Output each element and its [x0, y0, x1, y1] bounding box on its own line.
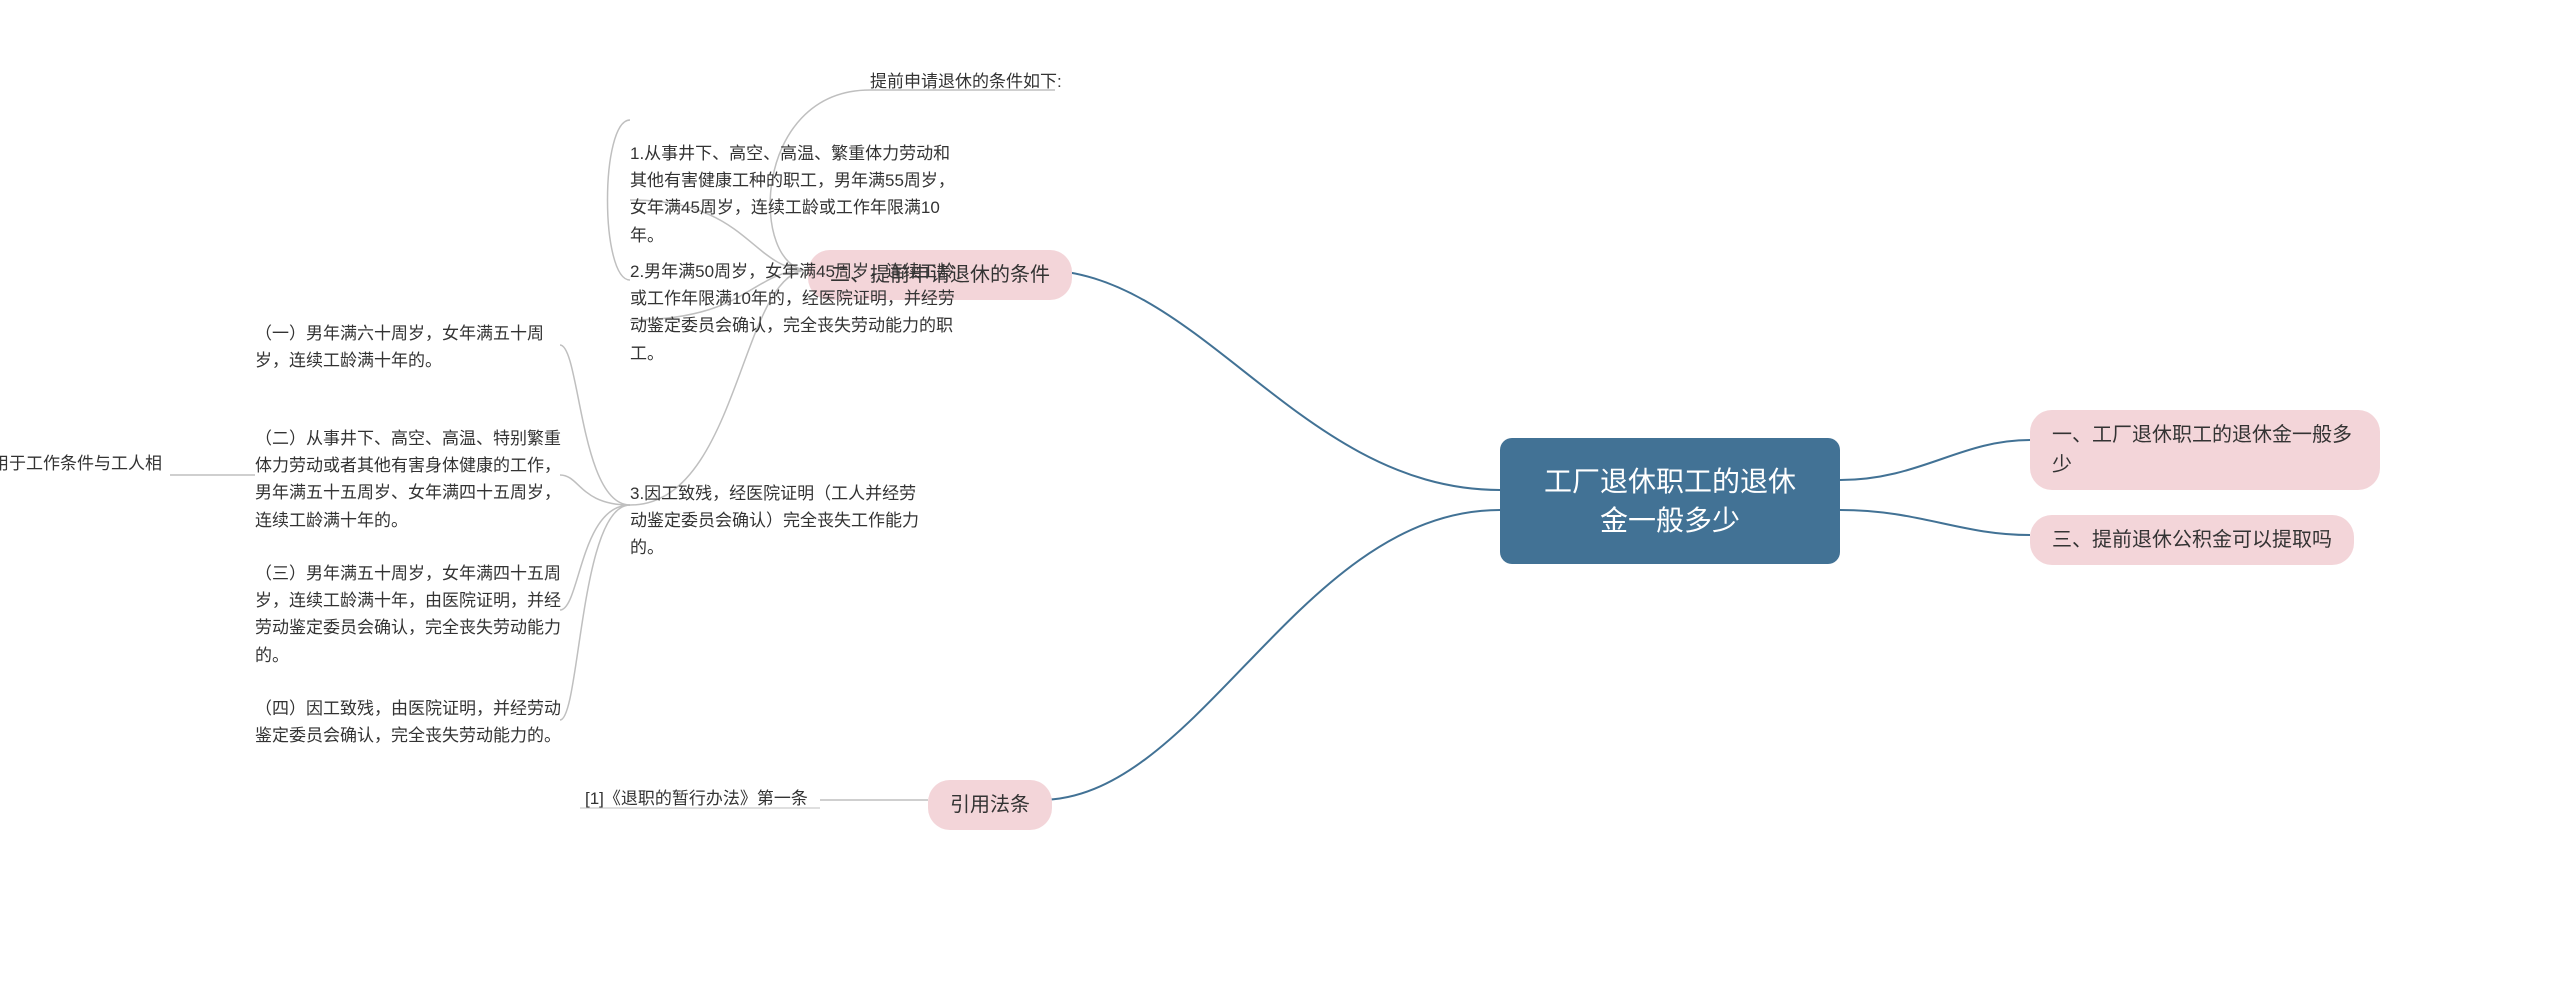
c4-child-2: （二）从事井下、高空、高温、特别繁重体力劳动或者其他有害身体健康的工作，男年满五…	[255, 425, 565, 534]
c4-child-4: （四）因工致残，由医院证明，并经劳动鉴定委员会确认，完全丧失劳动能力的。	[255, 695, 565, 749]
b2-child-3: 2.男年满50周岁，女年满45周岁，连续工龄或工作年限满10年的，经医院证明，并…	[630, 258, 960, 367]
c4-child-4-text: （四）因工致残，由医院证明，并经劳动鉴定委员会确认，完全丧失劳动能力的。	[255, 699, 561, 745]
b4-child: [1]《退职的暂行办法》第一条	[585, 785, 825, 812]
branch-1: 一、工厂退休职工的退休金一般多少	[2030, 410, 2380, 490]
branch-1-label: 一、工厂退休职工的退休金一般多少	[2052, 424, 2352, 476]
b2-child-1-text: 提前申请退休的条件如下:	[870, 72, 1062, 91]
c4-child-1: （一）男年满六十周岁，女年满五十周岁，连续工龄满十年的。	[255, 320, 565, 374]
root-title: 工厂退休职工的退休金一般多少	[1544, 466, 1796, 536]
c4-child-3-text: （三）男年满五十周岁，女年满四十五周岁，连续工龄满十年，由医院证明，并经劳动鉴定…	[255, 564, 561, 665]
b4-child-text: [1]《退职的暂行办法》第一条	[585, 789, 808, 808]
c4-child-1-text: （一）男年满六十周岁，女年满五十周岁，连续工龄满十年的。	[255, 324, 544, 370]
branch-4-label: 引用法条	[950, 794, 1030, 816]
root-node: 工厂退休职工的退休金一般多少	[1500, 438, 1840, 564]
b2-child-1: 提前申请退休的条件如下:	[870, 68, 1070, 95]
b2-child-2-text: 1.从事井下、高空、高温、繁重体力劳动和其他有害健康工种的职工，男年满55周岁，…	[630, 144, 955, 245]
branch-3: 三、提前退休公积金可以提取吗	[2030, 515, 2354, 565]
branch-3-label: 三、提前退休公积金可以提取吗	[2052, 529, 2332, 551]
c4-child-3: （三）男年满五十周岁，女年满四十五周岁，连续工龄满十年，由医院证明，并经劳动鉴定…	[255, 560, 565, 669]
d2-child-text: 本项规定也适用于工作条件与工人相同的基层干部。	[0, 454, 162, 500]
d2-child: 本项规定也适用于工作条件与工人相同的基层干部。	[0, 450, 170, 504]
b2-child-4: 3.因工致残，经医院证明（工人并经劳动鉴定委员会确认）完全丧失工作能力的。	[630, 480, 930, 562]
c4-child-2-text: （二）从事井下、高空、高温、特别繁重体力劳动或者其他有害身体健康的工作，男年满五…	[255, 429, 561, 530]
b2-child-3-text: 2.男年满50周岁，女年满45周岁，连续工龄或工作年限满10年的，经医院证明，并…	[630, 262, 955, 363]
branch-4: 引用法条	[928, 780, 1052, 830]
b2-child-2: 1.从事井下、高空、高温、繁重体力劳动和其他有害健康工种的职工，男年满55周岁，…	[630, 140, 960, 249]
b2-child-4-text: 3.因工致残，经医院证明（工人并经劳动鉴定委员会确认）完全丧失工作能力的。	[630, 484, 919, 557]
